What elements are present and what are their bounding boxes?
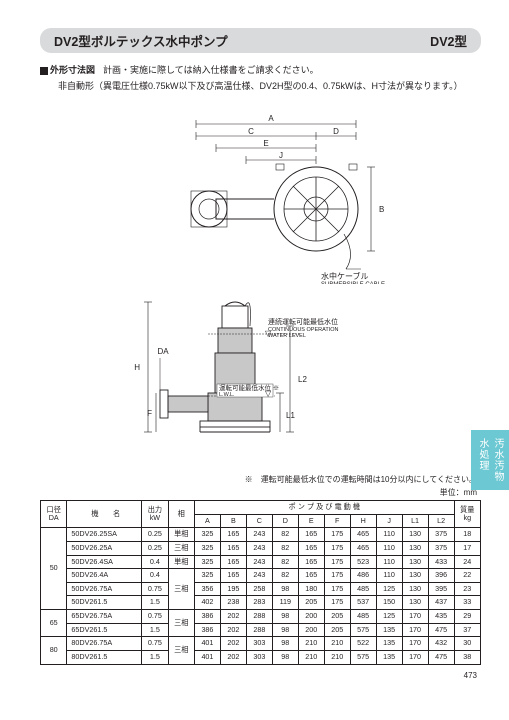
svg-text:DA: DA (157, 347, 169, 356)
th-wt: 質量 kg (454, 501, 480, 528)
table-row: 50DV26.4A0.4三相32516524382165175486110130… (41, 569, 481, 583)
table-row: 50DV26.75A0.7535619525898180175485125130… (41, 582, 481, 596)
svg-text:H: H (134, 363, 140, 372)
table-row: 50DV26.4SA0.4単相3251652438216517552311013… (41, 555, 481, 569)
subtitle-1: 外形寸法図計画・実施に際しては納入仕様書をご請求ください。 (40, 63, 481, 76)
svg-text:D: D (333, 127, 339, 136)
svg-text:C: C (248, 127, 254, 136)
square-icon (40, 67, 48, 75)
table-row: 6565DV26.75A0.75三相3862022889820020548512… (41, 610, 481, 624)
table-row: 5050DV26.25SA0.25単相325165243821651754651… (41, 528, 481, 542)
svg-text:A: A (268, 114, 274, 123)
th-pumpgroup: ポ ン プ 及 び 電 動 機 (194, 501, 454, 515)
th-phase: 相 (168, 501, 194, 528)
svg-text:WATER LEVEL: WATER LEVEL (268, 333, 306, 339)
subtitle-2: 非自動形（異電圧仕様0.75kW以下及び高温仕様、DV2H型の0.4、0.75k… (58, 79, 481, 92)
th-kw: 出力 kW (142, 501, 168, 528)
dimensions-table: 口径 DA 機 名 出力 kW 相 ポ ン プ 及 び 電 動 機 質量 kg … (40, 500, 481, 665)
subtitle-text: 計画・実施に際しては納入仕様書をご請求ください。 (103, 65, 319, 75)
th-da: 口径 DA (41, 501, 67, 528)
svg-text:水中ケーブル: 水中ケーブル (321, 271, 369, 281)
svg-text:L2: L2 (298, 375, 307, 384)
title-bar: DV2型ボルテックス水中ポンプ DV2型 (40, 28, 481, 53)
side-tab: 汚水汚物 水処理 (471, 430, 509, 490)
footnote: ※ 運転可能最低水位での運転時間は10分以内にしてください。 (40, 474, 477, 485)
svg-text:B: B (379, 205, 384, 214)
svg-text:L1: L1 (286, 411, 295, 420)
top-view-diagram: A C D E J (40, 104, 481, 284)
title-main: DV2型ボルテックス水中ポンプ (54, 31, 228, 50)
page-number: 473 (40, 671, 477, 680)
svg-text:▽: ▽ (265, 389, 272, 398)
table-row: 65DV261.51.53862022889820020557513517047… (41, 623, 481, 637)
table-row: 50DV26.25A0.25三相325165243821651754651101… (41, 541, 481, 555)
subtitle-heading: 外形寸法図 (50, 65, 95, 75)
svg-text:SUBMERSIBLE CABLE: SUBMERSIBLE CABLE (321, 282, 385, 284)
svg-text:E: E (263, 139, 268, 148)
unit-label: 単位：mm (40, 487, 477, 498)
svg-text:▽: ▽ (265, 329, 272, 338)
table-row: 80DV261.51.54012023039821021057513517047… (41, 651, 481, 665)
th-name: 機 名 (67, 501, 142, 528)
side-view-diagram: DA H F L2 L1 連続運転可能最低水位 CONTINUOUS OPERA… (40, 296, 481, 466)
table-row: 50DV261.51.54022382831192051755371501304… (41, 596, 481, 610)
table-body: 5050DV26.25SA0.25単相325165243821651754651… (41, 528, 481, 664)
svg-text:J: J (279, 151, 283, 160)
title-model: DV2型 (430, 31, 467, 50)
svg-text:F: F (147, 409, 152, 418)
svg-text:連続運転可能最低水位: 連続運転可能最低水位 (268, 317, 338, 326)
svg-text:L.W.L.: L.W.L. (219, 392, 235, 398)
table-row: 8080DV26.75A0.75三相4012023039821021052213… (41, 637, 481, 651)
